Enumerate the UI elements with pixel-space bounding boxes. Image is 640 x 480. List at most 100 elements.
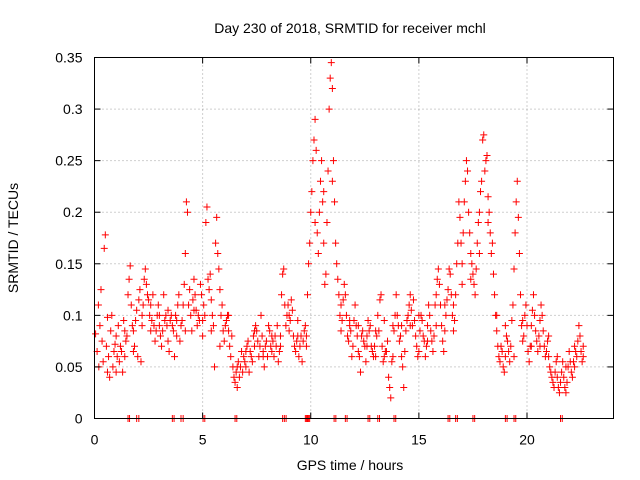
data-point bbox=[442, 311, 450, 319]
data-point bbox=[398, 322, 406, 330]
data-point bbox=[138, 311, 146, 319]
data-point bbox=[451, 317, 459, 325]
data-point bbox=[413, 342, 421, 350]
data-point bbox=[562, 363, 570, 371]
data-point bbox=[498, 347, 506, 355]
data-point bbox=[465, 208, 473, 216]
data-point bbox=[189, 296, 197, 304]
data-point bbox=[151, 337, 159, 345]
data-point bbox=[365, 327, 373, 335]
data-point bbox=[562, 389, 570, 397]
data-point bbox=[500, 368, 508, 376]
data-point bbox=[483, 151, 491, 159]
data-point bbox=[528, 306, 536, 314]
data-point bbox=[292, 347, 300, 355]
plot-frame bbox=[94, 57, 614, 419]
data-point bbox=[335, 291, 343, 299]
data-point bbox=[190, 306, 198, 314]
data-point bbox=[371, 342, 379, 350]
data-point bbox=[134, 353, 142, 361]
data-point bbox=[103, 368, 111, 376]
data-point bbox=[247, 353, 255, 361]
data-point bbox=[484, 219, 492, 227]
data-point bbox=[532, 327, 540, 335]
data-point bbox=[336, 311, 344, 319]
data-point bbox=[435, 280, 443, 288]
data-point bbox=[449, 327, 457, 335]
data-point bbox=[467, 275, 475, 283]
data-point bbox=[380, 317, 388, 325]
data-point bbox=[355, 353, 363, 361]
data-point bbox=[278, 291, 286, 299]
data-point bbox=[194, 311, 202, 319]
data-point bbox=[181, 249, 189, 257]
data-point bbox=[173, 317, 181, 325]
data-point bbox=[487, 249, 495, 257]
data-point bbox=[497, 342, 505, 350]
data-point bbox=[474, 219, 482, 227]
data-point bbox=[252, 322, 260, 330]
data-point bbox=[559, 358, 567, 366]
data-point bbox=[311, 115, 319, 123]
data-point bbox=[207, 327, 215, 335]
data-point bbox=[241, 358, 249, 366]
data-point bbox=[323, 219, 331, 227]
data-point bbox=[222, 317, 230, 325]
data-point bbox=[136, 286, 144, 294]
data-point bbox=[282, 322, 290, 330]
data-point bbox=[112, 332, 120, 340]
data-point bbox=[486, 229, 494, 237]
data-point bbox=[183, 208, 191, 216]
data-point bbox=[258, 332, 266, 340]
data-point bbox=[491, 291, 499, 299]
data-point bbox=[181, 327, 189, 335]
data-point bbox=[121, 353, 129, 361]
data-point bbox=[234, 358, 242, 366]
data-point bbox=[106, 373, 114, 381]
data-point bbox=[536, 342, 544, 350]
data-point bbox=[158, 342, 166, 350]
data-point bbox=[574, 337, 582, 345]
y-tick-label: 0.1 bbox=[63, 307, 83, 323]
data-point bbox=[332, 239, 340, 247]
data-point bbox=[425, 301, 433, 309]
data-point bbox=[92, 330, 100, 338]
data-point bbox=[475, 249, 483, 257]
data-point bbox=[199, 332, 207, 340]
data-point bbox=[101, 231, 109, 239]
data-point bbox=[300, 327, 308, 335]
data-point bbox=[312, 146, 320, 154]
data-point bbox=[533, 337, 541, 345]
data-point bbox=[471, 291, 479, 299]
data-point bbox=[481, 167, 489, 175]
data-point bbox=[407, 306, 415, 314]
data-point bbox=[364, 317, 372, 325]
grid-layer bbox=[94, 57, 614, 419]
data-point bbox=[262, 337, 270, 345]
data-point bbox=[553, 353, 561, 361]
data-point bbox=[377, 291, 385, 299]
data-point bbox=[379, 358, 387, 366]
data-point bbox=[225, 311, 233, 319]
data-point bbox=[113, 353, 121, 361]
data-point bbox=[94, 301, 102, 309]
data-point bbox=[199, 317, 207, 325]
data-point bbox=[287, 296, 295, 304]
data-point bbox=[577, 347, 585, 355]
data-point bbox=[324, 167, 332, 175]
data-point bbox=[284, 301, 292, 309]
data-point bbox=[418, 317, 426, 325]
data-point bbox=[415, 311, 423, 319]
data-point bbox=[392, 291, 400, 299]
data-point bbox=[441, 327, 449, 335]
data-point bbox=[233, 384, 241, 392]
data-point bbox=[221, 322, 229, 330]
data-point bbox=[165, 347, 173, 355]
data-point bbox=[298, 358, 306, 366]
data-point bbox=[485, 208, 493, 216]
data-point bbox=[239, 368, 247, 376]
x-tick-label: 10 bbox=[303, 432, 319, 448]
data-point bbox=[227, 353, 235, 361]
y-tick-label: 0.3 bbox=[63, 101, 83, 117]
data-point bbox=[212, 239, 220, 247]
